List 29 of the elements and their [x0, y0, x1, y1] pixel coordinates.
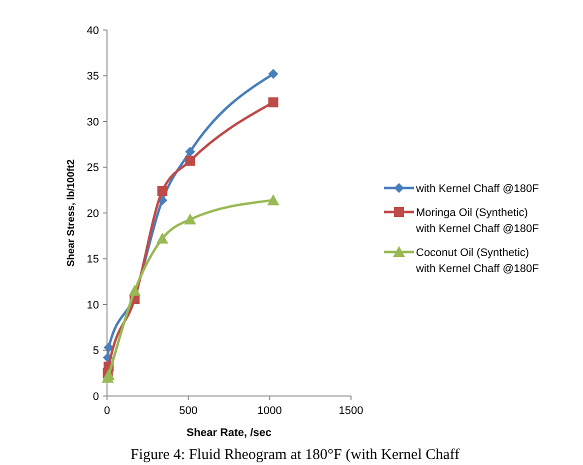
point [157, 186, 168, 196]
legend-label: Coconut Oil (Synthetic) with Kernel Chaff @180F [415, 246, 540, 275]
x-tick-label: 500 [179, 405, 198, 417]
y-tick-label: 5 [92, 345, 99, 358]
y-tick-label: 35 [86, 70, 99, 83]
x-tick-label: 1500 [338, 405, 364, 417]
legend-label: with Kernel Chaff @180F [415, 182, 540, 195]
legend-label: Moringa Oil (Synthetic) with Kernel Chaff @180F [415, 206, 540, 235]
y-tick-label: 40 [86, 24, 99, 37]
point [185, 156, 196, 166]
y-tick-label: 0 [92, 390, 99, 403]
y-tick-label: 25 [86, 162, 99, 174]
y-tick-label: 15 [86, 254, 99, 266]
point [267, 194, 280, 206]
x-tick-label: 1000 [257, 405, 282, 417]
y-tick-label: 30 [86, 116, 99, 128]
x-axis-title: Shear Rate, /sec [186, 427, 272, 439]
point [268, 68, 278, 79]
caption: Figure 4: Fluid Rheogram at 180°F (with Kernel Chaff [130, 447, 460, 463]
point [156, 232, 168, 244]
point [104, 342, 114, 353]
point [185, 146, 196, 157]
x-tick-label: 0 [104, 405, 110, 417]
y-axis-title: Shear Stress, lb/100ft2 [66, 158, 77, 267]
point [268, 97, 278, 108]
y-tick-label: 10 [86, 299, 99, 312]
point [184, 213, 196, 224]
y-tick-label: 20 [86, 208, 99, 220]
point [128, 284, 141, 296]
